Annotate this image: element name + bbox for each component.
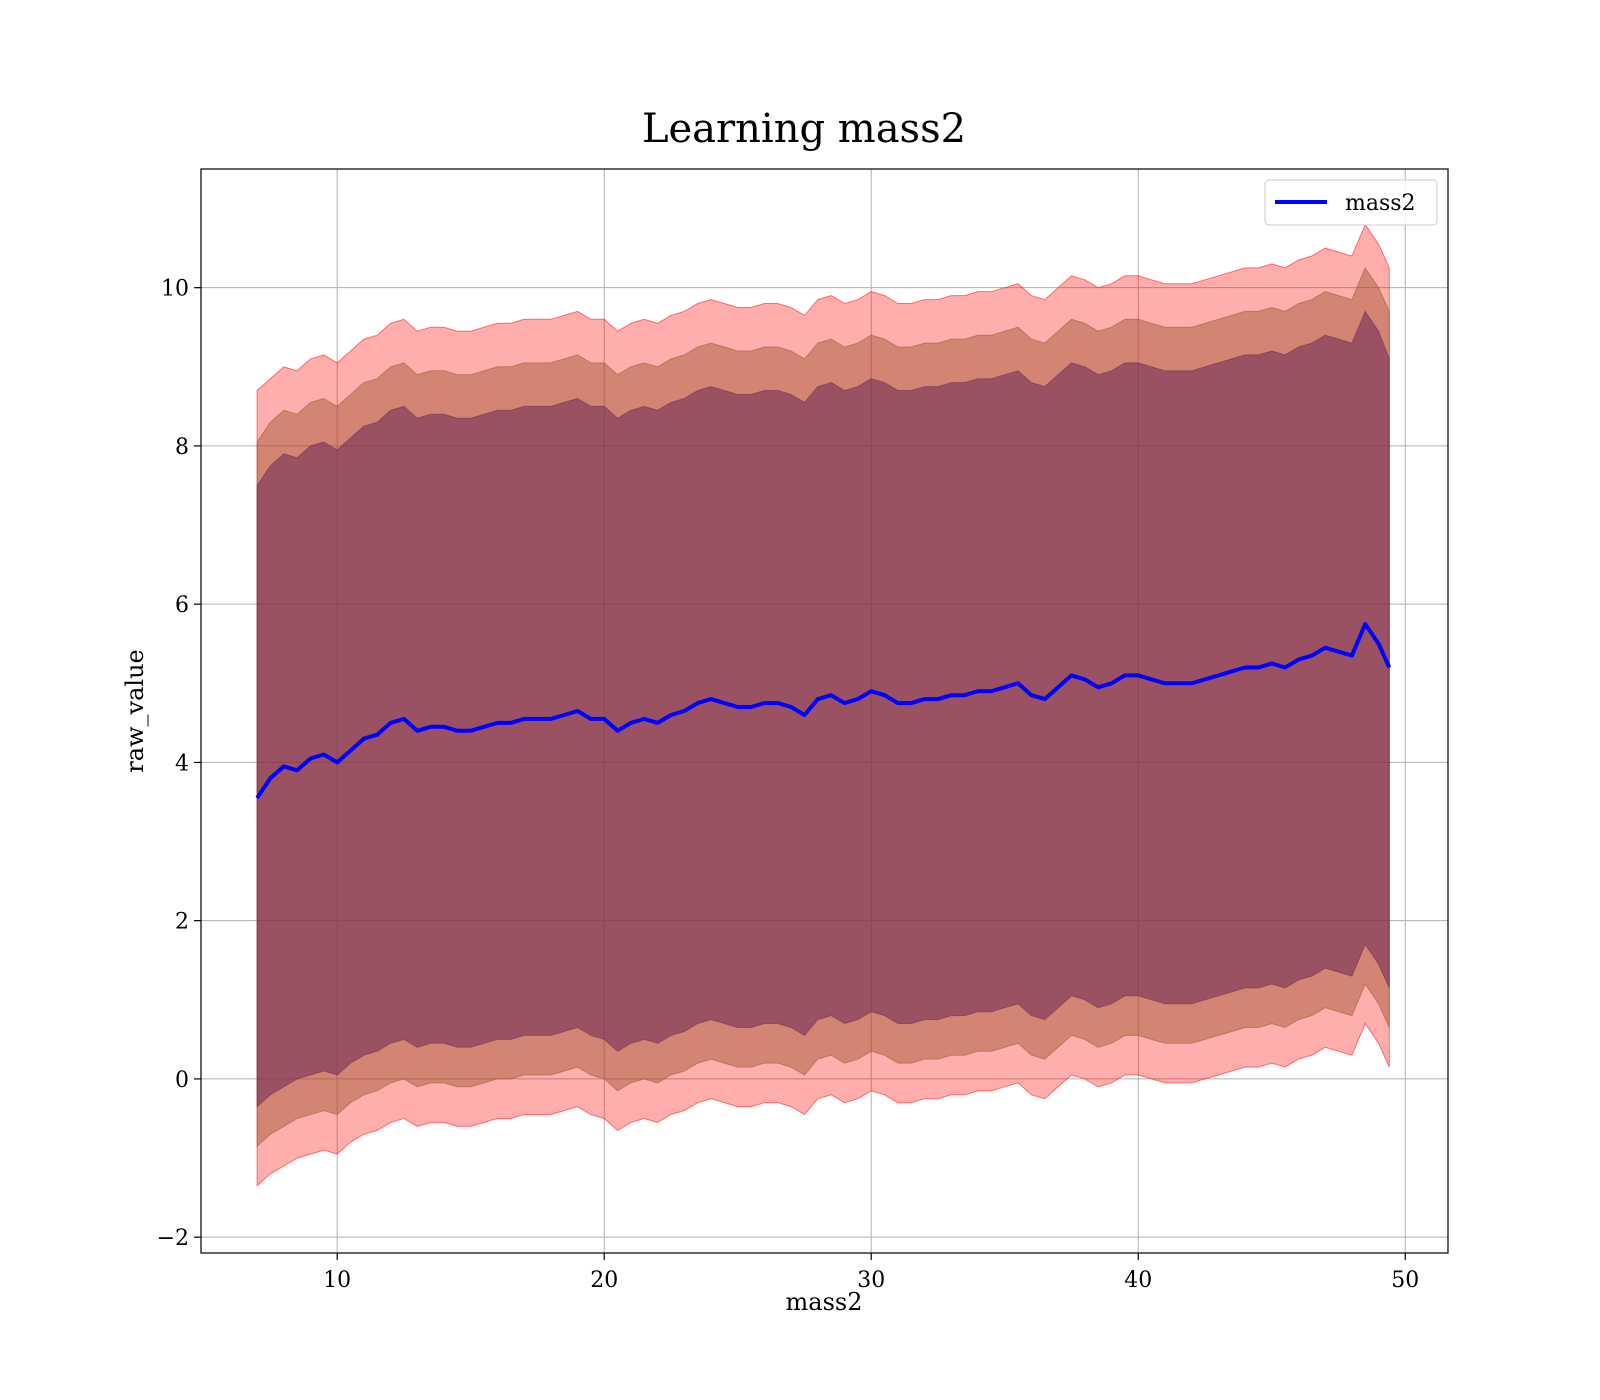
y-tick-label: −2 xyxy=(157,1226,189,1251)
y-tick-label: 4 xyxy=(175,751,189,776)
y-tick-label: 6 xyxy=(175,593,189,618)
series-line-mass2 xyxy=(255,622,1392,800)
x-tick-label: 50 xyxy=(1391,1268,1419,1293)
plot-area-frame xyxy=(200,168,1449,1254)
x-tick-label: 30 xyxy=(857,1268,885,1293)
x-axis-ticks: 10 20 30 40 50 xyxy=(323,1253,1419,1293)
y-tick-label: 0 xyxy=(175,1068,189,1093)
y-tick-label: 8 xyxy=(175,435,189,460)
confidence-bands xyxy=(256,223,1390,1187)
series-lines xyxy=(255,622,1392,800)
x-tick-label: 40 xyxy=(1124,1268,1152,1293)
legend-label: mass2 xyxy=(1345,191,1416,216)
y-tick-label: 10 xyxy=(161,277,189,302)
y-tick-label: 2 xyxy=(175,910,189,935)
y-axis-ticks: −2 0 2 4 6 8 10 xyxy=(157,277,201,1251)
chart-title: Learning mass2 xyxy=(642,106,966,152)
legend: mass2 xyxy=(1264,179,1438,226)
confidence-band-2 xyxy=(256,310,1390,1108)
x-tick-label: 20 xyxy=(590,1268,618,1293)
x-axis-label: mass2 xyxy=(786,1288,863,1316)
legend-box xyxy=(1264,179,1438,226)
y-axis-label: raw_value xyxy=(121,649,149,773)
x-tick-label: 10 xyxy=(323,1268,351,1293)
